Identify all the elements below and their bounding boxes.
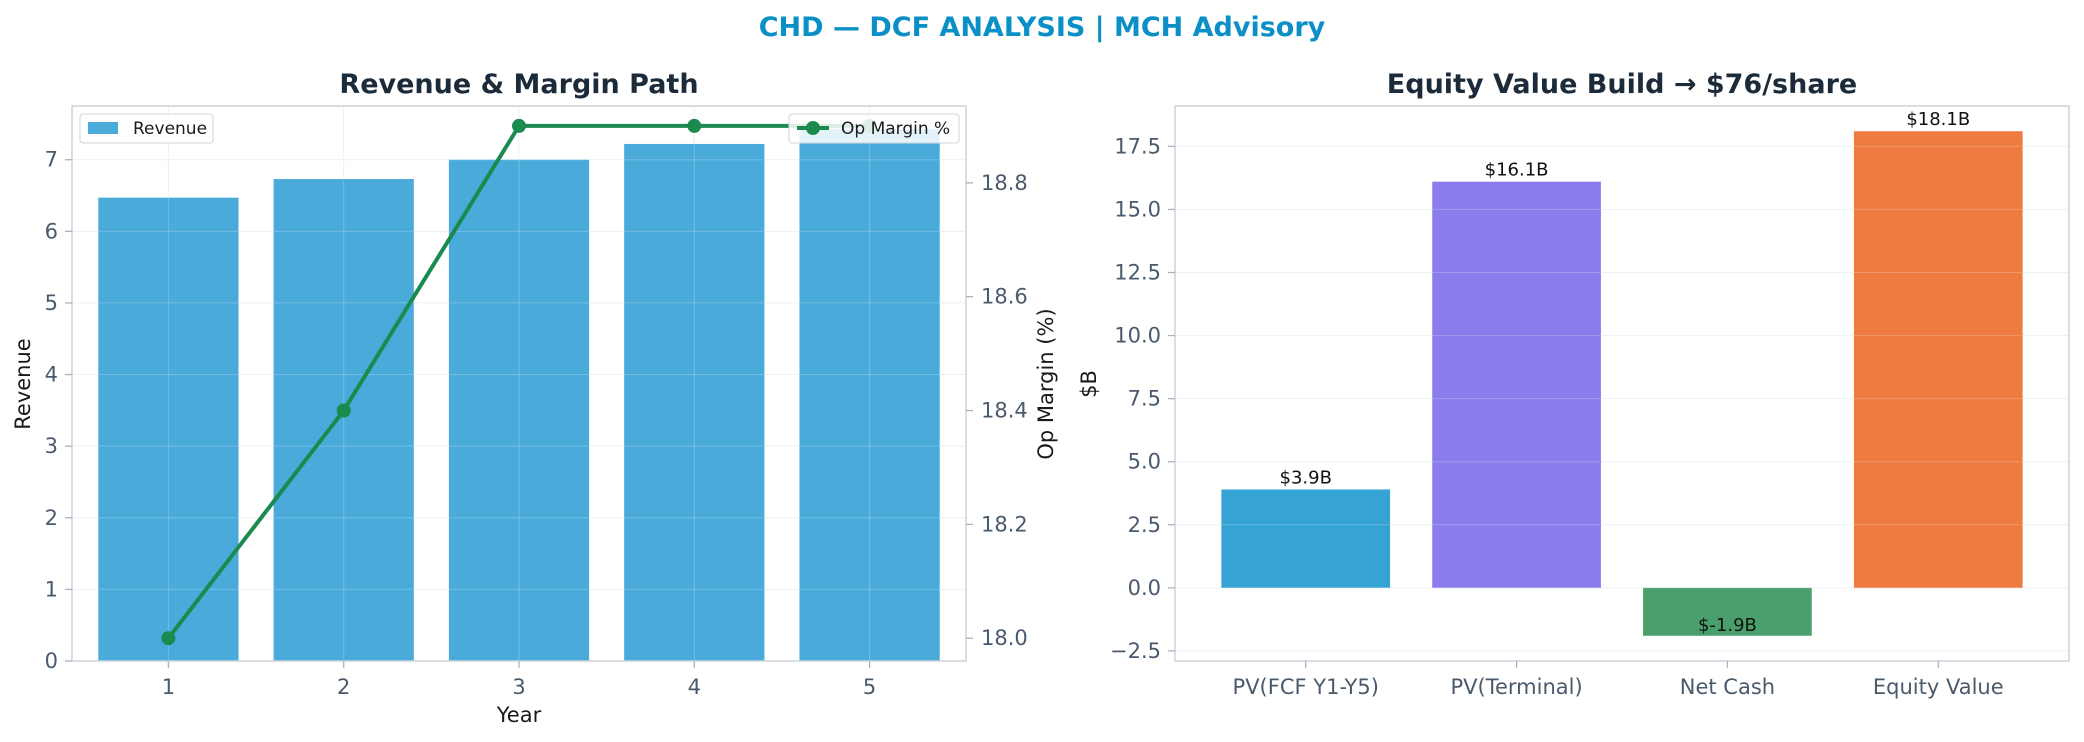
revenue-y-tick-label: 0: [45, 649, 58, 673]
op-margin-y-tick-label: 18.6: [981, 285, 1028, 309]
equity-y-tick-label: 7.5: [1128, 387, 1161, 411]
year-x-ticks: 1 2 3 4 5: [162, 661, 876, 699]
revenue-y-tick-label: 4: [45, 363, 58, 387]
equity-y-tick-label: 5.0: [1128, 450, 1161, 474]
op-margin-legend-label: Op Margin %: [841, 119, 950, 139]
op-margin-point: [336, 403, 351, 418]
revenue-y-tick-label: 2: [45, 506, 58, 530]
equity-data-labels: $3.9B $16.1B $-1.9B $18.1B: [1280, 109, 1971, 636]
equity-data-label: $3.9B: [1280, 467, 1332, 488]
op-margin-y-axis-label: Op Margin (%): [1034, 308, 1058, 459]
equity-chart-title: Equity Value Build → $76/share: [1387, 69, 1857, 100]
op-margin-y-tick-label: 18.4: [981, 399, 1028, 423]
revenue-bar: [799, 128, 940, 661]
equity-bar: [1643, 587, 1812, 636]
op-margin-legend-marker: [806, 121, 820, 135]
revenue-y-ticks: 0 1 2 3 4 5 6 7: [45, 148, 72, 673]
op-margin-point: [687, 118, 702, 133]
equity-x-tick-label: PV(Terminal): [1450, 675, 1582, 699]
equity-y-tick-label: 0.0: [1128, 576, 1161, 600]
equity-y-tick-label: −2.5: [1110, 639, 1161, 663]
op-margin-y-tick-label: 18.0: [981, 626, 1028, 650]
equity-y-tick-label: 2.5: [1128, 513, 1161, 537]
equity-data-label: $18.1B: [1906, 109, 1970, 130]
figure-suptitle: CHD — DCF ANALYSIS | MCH Advisory: [759, 12, 1326, 43]
revenue-bars: [72, 106, 966, 662]
revenue-y-tick-label: 3: [45, 434, 58, 458]
revenue-y-tick-label: 1: [45, 577, 58, 601]
revenue-bar: [448, 159, 590, 662]
revenue-legend-label: Revenue: [133, 119, 207, 139]
equity-chart-frame: [1174, 105, 2070, 662]
equity-value-chart: Equity Value Build → $76/share $3.9B $16.…: [1077, 69, 2070, 699]
revenue-y-tick-label: 7: [45, 148, 58, 172]
year-x-tick-label: 1: [162, 675, 175, 699]
equity-y-axis-label: $B: [1077, 370, 1101, 398]
equity-x-tick-label: Equity Value: [1873, 675, 2004, 699]
equity-bar: [1853, 131, 2023, 588]
equity-y-tick-label: 15.0: [1114, 197, 1161, 221]
equity-y-tick-label: 17.5: [1114, 134, 1161, 158]
revenue-bar: [98, 197, 239, 661]
equity-x-ticks: PV(FCF Y1-Y5) PV(Terminal) Net Cash Equity …: [1233, 661, 2004, 699]
equity-x-tick-label: Net Cash: [1680, 675, 1775, 699]
revenue-x-axis-label: Year: [496, 703, 542, 727]
equity-x-tick-label: PV(FCF Y1-Y5): [1233, 675, 1379, 699]
revenue-chart-title: Revenue & Margin Path: [339, 69, 698, 100]
revenue-legend-swatch: [88, 122, 118, 134]
year-x-tick-label: 4: [688, 675, 701, 699]
op-margin-y-ticks: 18.0 18.2 18.4 18.6 18.8: [966, 171, 1028, 650]
op-margin-legend: Op Margin %: [788, 113, 960, 144]
equity-bar: [1432, 181, 1601, 588]
equity-y-tick-label: 12.5: [1114, 261, 1161, 285]
revenue-y-tick-label: 6: [45, 219, 58, 243]
equity-y-tick-label: 10.0: [1114, 324, 1161, 348]
revenue-y-axis-label: Revenue: [11, 338, 35, 429]
revenue-bar: [624, 143, 765, 661]
equity-data-label: $16.1B: [1485, 160, 1549, 181]
year-x-tick-label: 3: [512, 675, 525, 699]
revenue-legend: Revenue: [79, 113, 214, 144]
op-margin-point: [161, 631, 176, 646]
revenue-y-tick-label: 5: [45, 291, 58, 315]
equity-data-label: $-1.9B: [1698, 615, 1757, 636]
equity-bars: [1175, 131, 2069, 652]
equity-y-ticks: −2.5 0.0 2.5 5.0 7.5 10.0 12.5 15.0 17.5: [1110, 134, 1175, 663]
year-x-tick-label: 2: [337, 675, 350, 699]
op-margin-y-tick-label: 18.2: [981, 512, 1028, 536]
equity-bar: [1221, 489, 1391, 588]
op-margin-point: [512, 118, 526, 133]
revenue-bar: [273, 179, 414, 661]
op-margin-y-tick-label: 18.8: [981, 171, 1028, 195]
year-x-tick-label: 5: [863, 675, 876, 699]
